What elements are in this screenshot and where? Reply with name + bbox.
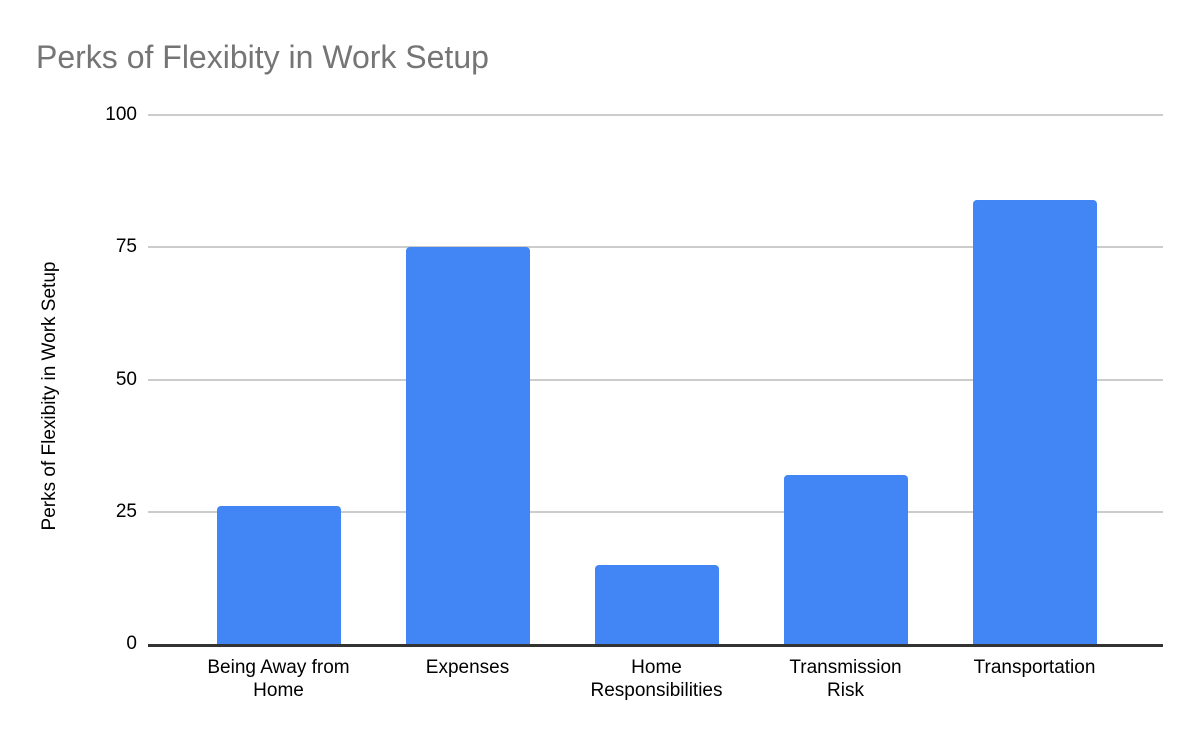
y-tick-label: 100 (105, 104, 137, 125)
bar-slot (184, 115, 373, 644)
category-slot: Transmission Risk (751, 656, 940, 702)
bar-slot (562, 115, 751, 644)
bar-expenses (405, 247, 530, 644)
bar-slot (751, 115, 940, 644)
bar-series (148, 115, 1163, 644)
y-tick-label: 75 (115, 236, 137, 258)
y-axis-ticks: 0 25 50 75 100 (0, 104, 137, 654)
category-label: Transportation (973, 657, 1096, 678)
category-label: Being Away from Home (207, 657, 350, 701)
y-tick-label: 25 (115, 500, 137, 522)
category-slot: Transportation (940, 656, 1129, 702)
chart-title: Perks of Flexibity in Work Setup (36, 39, 489, 75)
bar-transportation (972, 199, 1097, 644)
bar-slot (940, 115, 1129, 644)
bar-home-responsibilities (594, 564, 719, 644)
y-tick-label: 50 (115, 368, 137, 390)
bar-being-away-from-home (216, 506, 341, 644)
y-tick-label: 0 (126, 633, 137, 654)
category-label: Expenses (425, 657, 510, 678)
category-slot: Expenses (373, 656, 562, 702)
category-label: Transmission Risk (789, 657, 902, 701)
bar-transmission-risk (783, 474, 908, 644)
category-slot: Being Away from Home (184, 656, 373, 702)
gridline (148, 378, 1163, 381)
gridline (148, 510, 1163, 513)
x-axis-labels: Being Away from Home Expenses Home Respons… (148, 656, 1163, 702)
bar-slot (373, 115, 562, 644)
category-slot: Home Responsibilities (562, 656, 751, 702)
category-label: Home Responsibilities (590, 657, 723, 701)
plot-area (148, 114, 1163, 647)
gridline (148, 114, 1163, 116)
gridline (148, 246, 1163, 249)
